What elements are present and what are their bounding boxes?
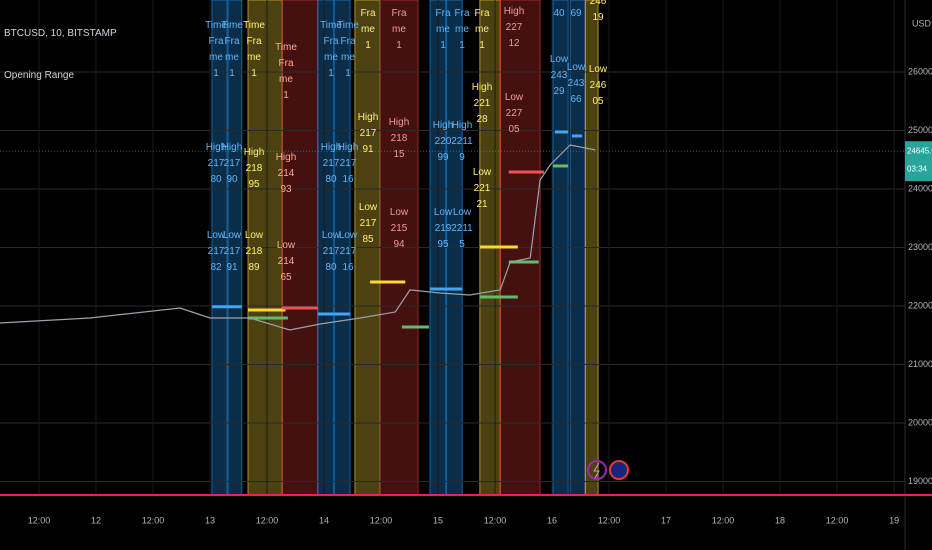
- x-tick-label: 17: [661, 515, 671, 525]
- last-price-label: 24645.00: [907, 146, 932, 155]
- x-tick-label: 12:00: [598, 515, 621, 525]
- indicator-name: Opening Range: [4, 70, 75, 81]
- x-tick-label: 12:00: [712, 515, 735, 525]
- x-tick-label: 12:00: [28, 515, 51, 525]
- annotation-low: Low 21782: [206, 230, 226, 273]
- annotation-title: Time Frame 1: [432, 0, 454, 51]
- annotation-low: Low 21594: [389, 207, 409, 250]
- annotation-title: High 22712: [503, 6, 525, 49]
- annotation-high: High 21493: [275, 152, 297, 195]
- annotation-low: Low 21716: [338, 230, 358, 273]
- countdown: 03:34: [907, 164, 928, 173]
- annotation-title: Time Frame 1: [451, 0, 473, 51]
- x-tick-label: 13: [205, 515, 215, 525]
- x-tick-label: 12:00: [484, 515, 507, 525]
- currency-label: USD: [912, 18, 932, 28]
- y-tick-label: 24000.00: [908, 183, 932, 193]
- y-tick-label: 22000.00: [908, 300, 932, 310]
- event-icon[interactable]: [587, 460, 607, 480]
- annotation-high: High 22099: [432, 120, 454, 163]
- annotation-title: Time Frame 1: [243, 20, 265, 79]
- price-line: [0, 144, 596, 331]
- annotation-high: High 21780: [205, 142, 227, 185]
- x-tick-label: 14: [319, 515, 329, 525]
- annotation-high: High 22128: [471, 82, 493, 125]
- annotation-title: 24340: [551, 0, 568, 19]
- annotation-high: High 21790: [221, 142, 243, 185]
- x-tick-label: 18: [775, 515, 785, 525]
- annotation-low: Low 24329: [549, 54, 569, 97]
- annotation-low: Low 21791: [222, 230, 242, 273]
- annotation-low: Low 24605: [588, 64, 608, 107]
- y-tick-label: 26000.00: [908, 66, 932, 76]
- annotation-low: Low 21785: [358, 202, 378, 245]
- annotation-high: High 21815: [388, 117, 410, 160]
- x-tick-label: 12:00: [826, 515, 849, 525]
- annotation-title: Time Frame 1: [337, 20, 359, 79]
- price-tag: [905, 141, 932, 182]
- annotation-high: High 21895: [243, 147, 265, 190]
- x-tick-label: 19: [889, 515, 899, 525]
- annotation-title: 24369: [568, 0, 585, 19]
- annotation-title: 24619: [589, 0, 607, 23]
- annotation-low: Low 22705: [504, 92, 524, 135]
- annotation-low: Low 22115: [451, 207, 473, 250]
- annotation-high: High 22119: [451, 120, 473, 163]
- annotation-low: Low 24366: [566, 62, 586, 105]
- x-tick-label: 15: [433, 515, 443, 525]
- x-tick-label: 16: [547, 515, 557, 525]
- annotation-low: Low 22121: [472, 167, 492, 210]
- annotation-high: High 21716: [337, 142, 359, 185]
- annotation-high: High 21780: [320, 142, 342, 185]
- annotation-low: Low 21465: [276, 240, 296, 283]
- y-tick-label: 19000.00: [908, 476, 932, 486]
- x-tick-label: 12:00: [256, 515, 279, 525]
- y-tick-label: 23000.00: [908, 242, 932, 252]
- lightning-icon: [593, 462, 600, 479]
- annotation-low: Low 21995: [433, 207, 453, 250]
- y-tick-label: 25000.00: [908, 125, 932, 135]
- annotation-title: Time Frame 1: [357, 0, 379, 51]
- x-tick-label: 12: [91, 515, 101, 525]
- annotation-title: Time Frame 1: [471, 0, 493, 51]
- annotation-title: Time Frame 1: [388, 0, 410, 51]
- y-tick-label: 21000.00: [908, 359, 932, 369]
- y-tick-label: 20000.00: [908, 417, 932, 427]
- annotation-title: Time Frame 1: [205, 20, 227, 79]
- flag-icon[interactable]: [609, 460, 629, 480]
- x-tick-label: 12:00: [370, 515, 393, 525]
- annotation-low: Low 21889: [244, 230, 264, 273]
- annotation-title: Time Frame 1: [275, 42, 297, 101]
- x-tick-label: 12:00: [142, 515, 165, 525]
- annotation-low: Low 21780: [321, 230, 341, 273]
- annotation-title: Time Frame 1: [320, 20, 342, 79]
- annotation-high: High 21791: [357, 112, 379, 155]
- annotation-title: Time Frame 1: [221, 20, 243, 79]
- symbol: BTCUSD, 10, BITSTAMP: [4, 28, 117, 39]
